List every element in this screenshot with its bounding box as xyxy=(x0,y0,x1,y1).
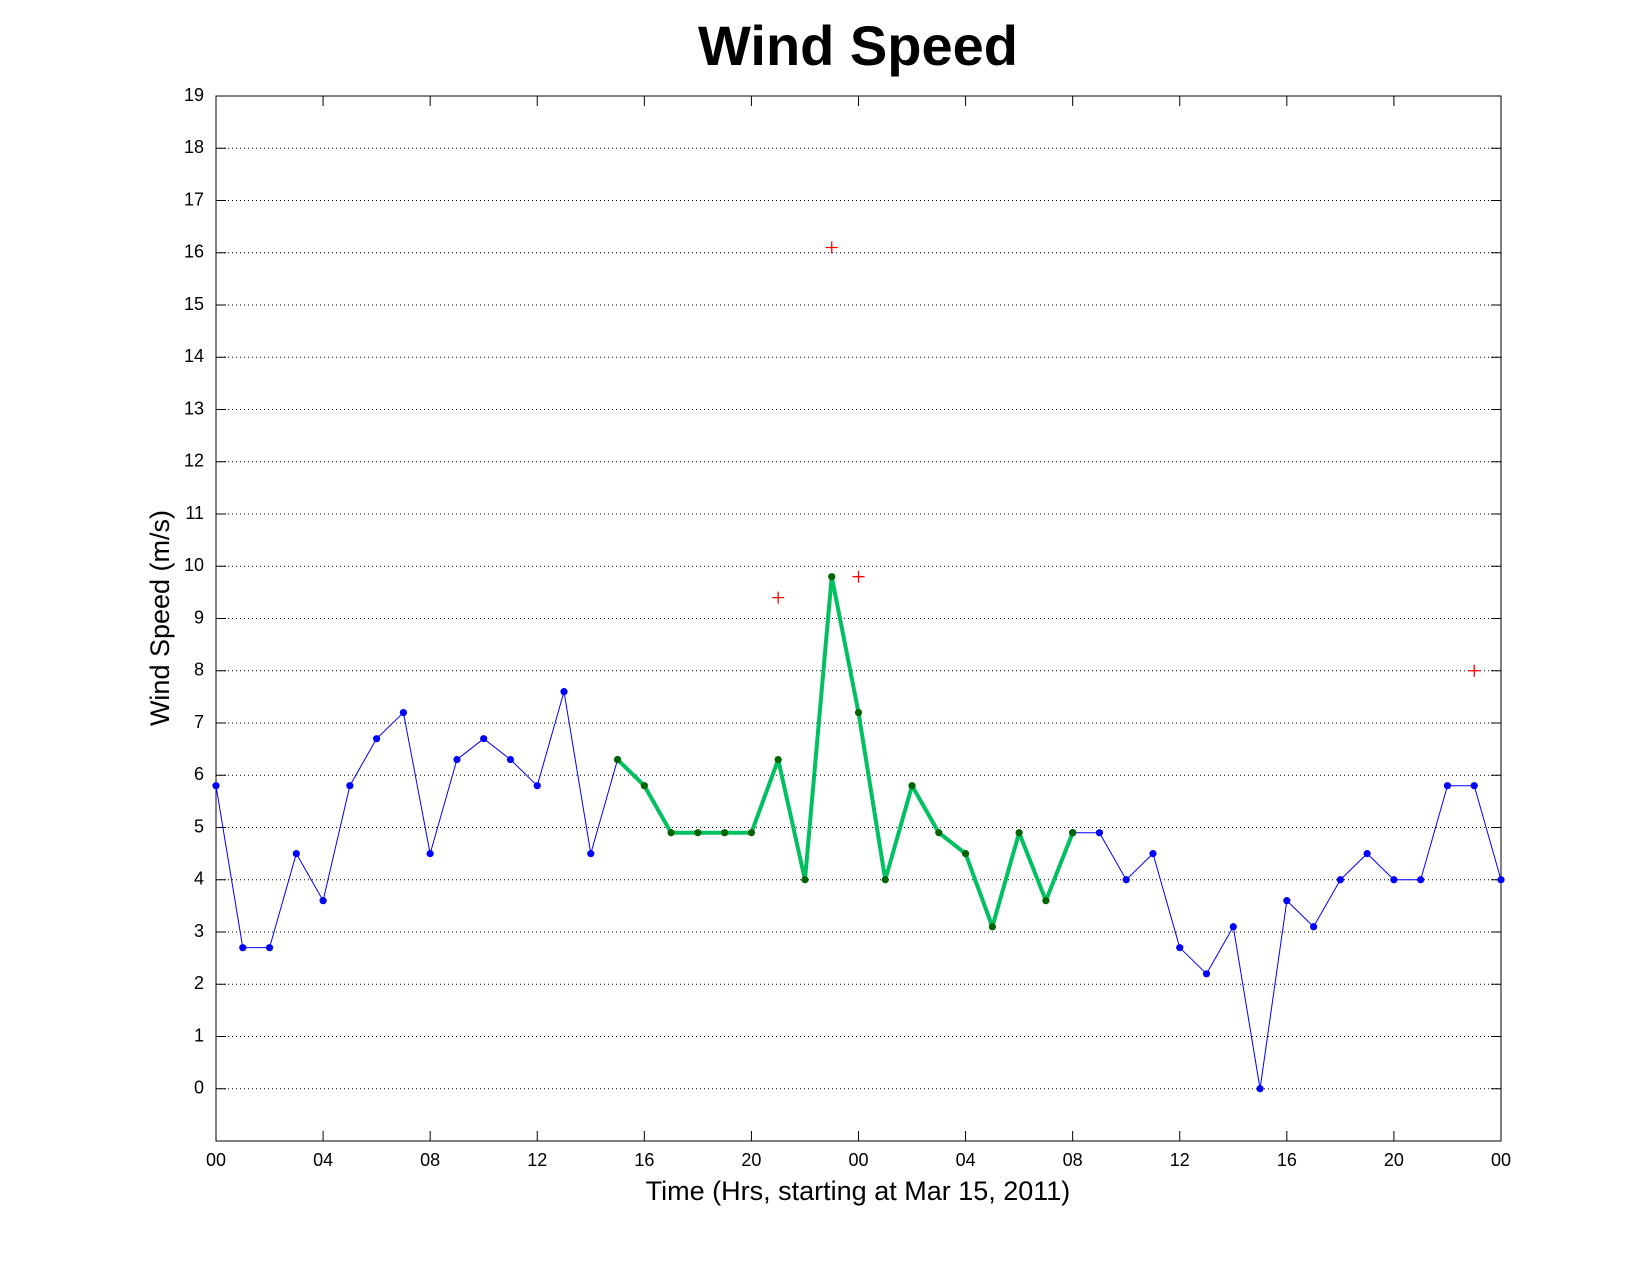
point-marker xyxy=(640,782,648,790)
y-tick-label: 5 xyxy=(194,816,204,836)
x-tick-label: 00 xyxy=(1491,1150,1511,1170)
point-marker xyxy=(774,755,782,764)
plot-frame xyxy=(215,95,1502,1142)
y-tick-label: 9 xyxy=(194,607,204,627)
point-marker xyxy=(265,944,274,952)
y-axis-label: Wind Speed (m/s) xyxy=(145,510,175,726)
point-marker xyxy=(1310,923,1318,931)
point-marker xyxy=(721,829,729,837)
x-tick-label: 20 xyxy=(741,1150,761,1170)
plus-marker xyxy=(825,241,838,254)
y-tick-label: 7 xyxy=(194,712,204,732)
y-tick-label: 1 xyxy=(194,1025,204,1045)
point-marker xyxy=(1015,829,1023,837)
point-marker xyxy=(667,829,675,837)
point-marker xyxy=(881,876,889,884)
x-tick-label: 00 xyxy=(848,1150,868,1170)
point-marker xyxy=(1497,876,1505,884)
point-marker xyxy=(1176,944,1184,952)
point-marker xyxy=(1202,970,1211,978)
point-marker xyxy=(988,923,996,931)
x-tick-label: 04 xyxy=(313,1150,333,1170)
point-marker xyxy=(239,944,247,952)
point-marker xyxy=(319,897,327,905)
point-marker xyxy=(453,755,461,764)
point-marker xyxy=(747,829,756,837)
point-marker xyxy=(292,850,300,858)
point-marker xyxy=(373,735,381,743)
x-tick-label: 04 xyxy=(956,1150,976,1170)
point-marker xyxy=(587,850,595,858)
y-tick-label: 2 xyxy=(194,973,204,993)
series-line xyxy=(616,574,1075,929)
point-marker xyxy=(1256,1085,1264,1093)
point-marker xyxy=(533,782,541,790)
plus-marker xyxy=(772,591,785,604)
point-marker xyxy=(828,573,836,581)
y-tick-label: 17 xyxy=(184,189,204,209)
plus-marker xyxy=(1468,664,1481,677)
y-tick-label: 8 xyxy=(194,660,204,680)
y-tick-label: 3 xyxy=(194,921,204,941)
y-tick-label: 15 xyxy=(184,294,204,314)
x-tick-label: 08 xyxy=(1063,1150,1083,1170)
point-marker xyxy=(694,829,702,837)
point-marker xyxy=(399,708,407,717)
y-tick-label: 11 xyxy=(185,503,204,523)
point-marker xyxy=(908,782,916,790)
point-marker xyxy=(801,876,809,884)
point-marker xyxy=(854,708,863,717)
x-axis-label: Time (Hrs, starting at Mar 15, 2011) xyxy=(646,1176,1071,1206)
point-marker xyxy=(1042,897,1050,905)
y-tick-label: 12 xyxy=(184,451,204,471)
point-marker xyxy=(212,782,220,790)
point-marker xyxy=(935,829,943,837)
y-tick-label: 13 xyxy=(184,398,204,418)
point-marker xyxy=(506,755,515,764)
point-marker xyxy=(1417,876,1425,884)
point-marker xyxy=(1470,782,1478,790)
y-tick-label: 10 xyxy=(184,555,204,575)
point-marker xyxy=(1229,923,1237,931)
point-marker xyxy=(480,735,488,743)
x-tick-label: 20 xyxy=(1384,1150,1404,1170)
point-marker xyxy=(1122,876,1130,884)
point-marker xyxy=(1390,876,1398,884)
y-tick-label: 14 xyxy=(184,346,204,366)
point-marker xyxy=(1336,876,1344,884)
x-tick-label: 16 xyxy=(1277,1150,1297,1170)
y-tick-label: 4 xyxy=(194,869,204,889)
point-marker xyxy=(1283,897,1291,905)
point-marker xyxy=(613,755,622,764)
point-marker xyxy=(961,850,970,858)
y-tick-label: 6 xyxy=(194,764,204,784)
point-marker xyxy=(1149,850,1157,858)
point-marker xyxy=(1363,850,1371,858)
y-tick-label: 0 xyxy=(194,1078,204,1098)
x-tick-label: 12 xyxy=(1170,1150,1190,1170)
x-tick-label: 08 xyxy=(420,1150,440,1170)
point-marker xyxy=(1069,829,1077,837)
chart-title: Wind Speed xyxy=(698,14,1018,77)
point-marker xyxy=(560,688,568,696)
point-marker xyxy=(426,850,434,858)
y-tick-label: 16 xyxy=(184,242,204,262)
x-tick-label: 00 xyxy=(206,1150,226,1170)
y-tick-label: 19 xyxy=(184,85,204,105)
plus-marker xyxy=(852,570,865,583)
point-marker xyxy=(346,782,354,790)
point-marker xyxy=(1443,782,1452,790)
x-tick-label: 16 xyxy=(634,1150,654,1170)
y-tick-label: 18 xyxy=(184,137,204,157)
point-marker xyxy=(1095,829,1104,837)
x-tick-label: 12 xyxy=(527,1150,547,1170)
